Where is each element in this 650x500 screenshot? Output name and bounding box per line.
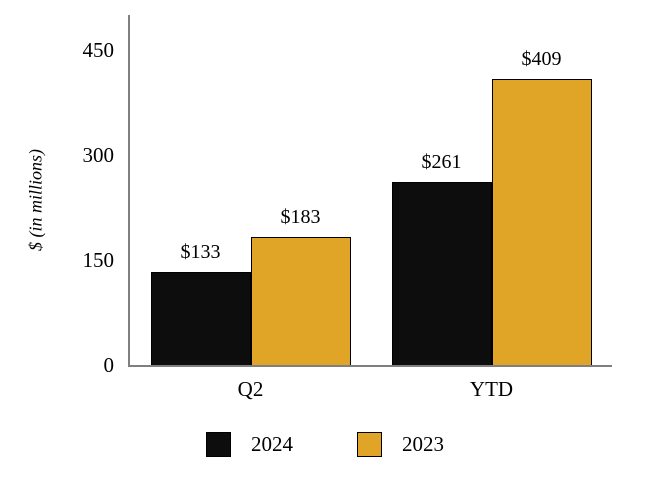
- bar-2023-YTD: [491, 78, 592, 365]
- legend: 2024 2023: [0, 432, 650, 457]
- x-category-label: Q2: [237, 377, 264, 401]
- bar-2024-YTD: [391, 182, 492, 365]
- y-tick-label: 450: [82, 38, 115, 62]
- bar-2023-Q2: [250, 236, 351, 365]
- bar-2024-Q2: [150, 271, 251, 365]
- y-tick-label: 300: [82, 143, 115, 167]
- x-category-label: YTD: [469, 377, 514, 401]
- y-axis-label: $ (in millions): [25, 149, 46, 251]
- bar-value-label: $261: [421, 151, 462, 174]
- legend-swatch-icon: [206, 432, 231, 457]
- legend-label: 2023: [402, 432, 444, 456]
- bar-value-label: $133: [180, 240, 221, 263]
- y-tick-label: 0: [103, 353, 115, 377]
- legend-item-2023: 2023: [357, 432, 444, 457]
- legend-item-2024: 2024: [206, 432, 293, 457]
- plot-area: 0 150 300 450 $133 $183 Q2 $261 $409 YTD: [83, 15, 612, 401]
- bar-value-label: $183: [280, 205, 321, 228]
- legend-swatch-icon: [357, 432, 382, 457]
- legend-label: 2024: [251, 432, 293, 456]
- y-tick-label: 150: [82, 248, 115, 272]
- bar-value-label: $409: [521, 47, 562, 70]
